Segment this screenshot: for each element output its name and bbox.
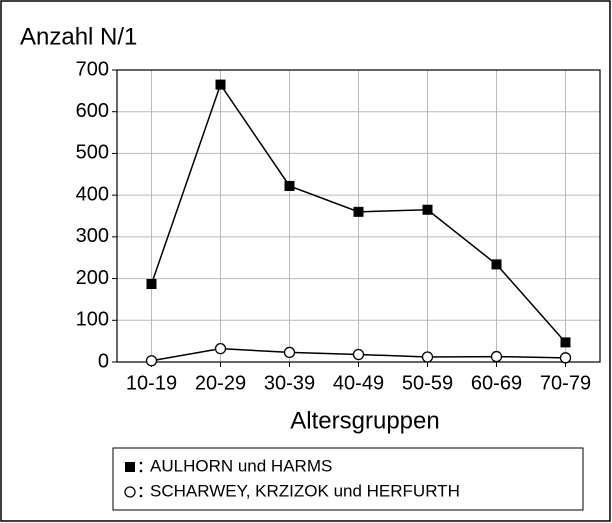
marker xyxy=(146,278,157,289)
x-tick-label: 20-29 xyxy=(195,372,246,394)
x-tick-label: 40-49 xyxy=(333,372,384,394)
plot-area xyxy=(116,69,601,363)
y-tick-label: 100 xyxy=(76,309,109,331)
y-tick-label: 0 xyxy=(98,350,109,372)
y-tick-label: 700 xyxy=(76,58,109,80)
legend-marker xyxy=(124,486,136,498)
legend-marker xyxy=(125,462,135,472)
x-tick-label: 30-39 xyxy=(264,372,315,394)
marker xyxy=(559,352,572,364)
x-tick-label: 50-59 xyxy=(402,372,453,394)
legend-colon xyxy=(139,469,143,473)
x-axis-label: Altersgruppen xyxy=(290,407,439,434)
marker xyxy=(215,79,226,90)
legend xyxy=(112,447,584,511)
legend-label: AULHORN und HARMS xyxy=(150,456,332,475)
legend-colon xyxy=(139,494,143,498)
marker xyxy=(214,343,227,355)
marker xyxy=(422,204,433,215)
marker xyxy=(145,355,158,367)
legend-colon xyxy=(139,461,143,465)
marker xyxy=(560,337,571,348)
marker xyxy=(353,206,364,217)
marker xyxy=(283,346,296,359)
y-tick-label: 300 xyxy=(76,225,109,247)
x-tick-label: 60-69 xyxy=(471,372,522,394)
marker xyxy=(490,350,503,363)
x-tick-label: 70-79 xyxy=(540,372,591,394)
x-tick-label: 10-19 xyxy=(126,372,177,394)
y-tick-label: 200 xyxy=(76,267,109,289)
marker xyxy=(352,348,365,361)
legend-label: SCHARWEY, KRZIZOK und HERFURTH xyxy=(150,481,460,500)
chart-title: Anzahl N/1 xyxy=(20,23,137,50)
y-tick-label: 500 xyxy=(76,142,109,164)
marker xyxy=(421,351,434,363)
marker xyxy=(284,180,295,191)
marker xyxy=(491,259,502,270)
y-tick-label: 600 xyxy=(76,100,109,122)
y-tick-label: 400 xyxy=(76,183,109,205)
legend-colon xyxy=(139,486,143,490)
